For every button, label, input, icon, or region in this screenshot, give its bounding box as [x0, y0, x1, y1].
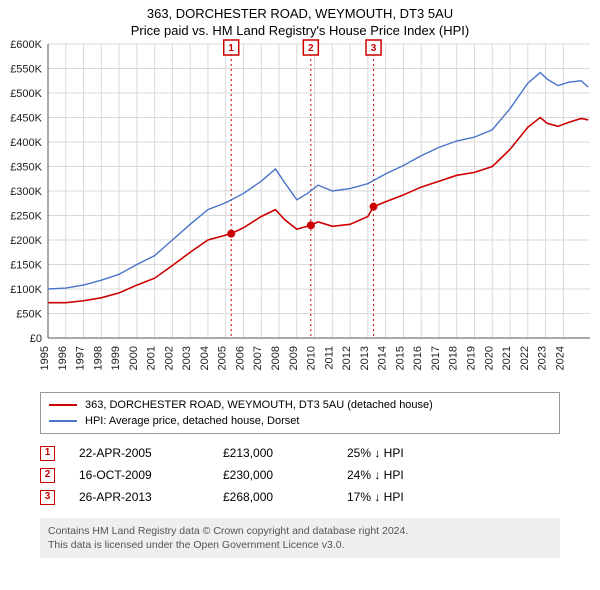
marker-badge-label: 2	[308, 43, 314, 54]
y-tick-label: £200K	[10, 235, 42, 247]
attribution-line-1: Contains HM Land Registry data © Crown c…	[48, 524, 552, 538]
x-tick-label: 2024	[554, 346, 566, 370]
attribution-line-2: This data is licensed under the Open Gov…	[48, 538, 552, 552]
x-tick-label: 1998	[92, 346, 104, 370]
x-tick-label: 1999	[110, 346, 122, 370]
transaction-hpi-diff: 25% ↓ HPI	[347, 442, 404, 464]
y-tick-label: £100K	[10, 284, 42, 296]
chart-container: £0 £50K £100K £150K £200K £250K £300K £350K £400…	[0, 38, 600, 388]
x-tick-label: 2015	[394, 346, 406, 370]
x-tick-label: 2019	[465, 346, 477, 370]
marker-dot	[227, 230, 235, 238]
page-title-address: 363, DORCHESTER ROAD, WEYMOUTH, DT3 5AU	[0, 6, 600, 21]
x-tick-label: 2001	[146, 346, 158, 370]
x-tick-label: 1995	[39, 346, 51, 370]
transactions-list: 1 22-APR-2005 £213,000 25% ↓ HPI 2 16-OCT-200…	[40, 442, 560, 508]
x-tick-label: 2013	[359, 346, 371, 370]
legend-swatch	[49, 420, 77, 422]
x-tick-label: 2012	[341, 346, 353, 370]
y-tick-label: £250K	[10, 211, 42, 223]
legend-swatch	[49, 404, 77, 406]
legend-row: 363, DORCHESTER ROAD, WEYMOUTH, DT3 5AU …	[49, 397, 551, 413]
x-tick-label: 2009	[288, 346, 300, 370]
x-tick-label: 2007	[252, 346, 264, 370]
y-tick-label: £350K	[10, 162, 42, 174]
x-tick-label: 2000	[128, 346, 140, 370]
x-tick-label: 2005	[217, 346, 229, 370]
x-tick-label: 2006	[234, 346, 246, 370]
y-tick-label: £600K	[10, 39, 42, 51]
x-tick-label: 2022	[519, 346, 531, 370]
x-tick-label: 2016	[412, 346, 424, 370]
transaction-price: £268,000	[223, 486, 323, 508]
x-tick-label: 2003	[181, 346, 193, 370]
marker-dot	[370, 203, 378, 211]
transaction-row: 2 16-OCT-2009 £230,000 24% ↓ HPI	[40, 464, 560, 486]
transaction-row: 3 26-APR-2013 £268,000 17% ↓ HPI	[40, 486, 560, 508]
x-tick-label: 2023	[537, 346, 549, 370]
legend-label: HPI: Average price, detached house, Dors…	[85, 413, 299, 429]
y-tick-label: £150K	[10, 260, 42, 272]
x-tick-label: 1996	[57, 346, 69, 370]
x-tick-label: 2010	[306, 346, 318, 370]
marker-badge-label: 1	[228, 43, 234, 54]
y-tick-label: £450K	[10, 113, 42, 125]
y-tick-label: £400K	[10, 137, 42, 149]
x-tick-label: 2002	[163, 346, 175, 370]
transaction-date: 16-OCT-2009	[79, 464, 199, 486]
marker-dot	[307, 221, 315, 229]
x-tick-label: 2020	[483, 346, 495, 370]
line-chart: £0 £50K £100K £150K £200K £250K £300K £350K £400…	[0, 38, 600, 388]
y-tick-label: £50K	[16, 309, 42, 321]
transaction-badge: 1	[40, 446, 55, 461]
transaction-badge: 2	[40, 468, 55, 483]
x-tick-label: 2017	[430, 346, 442, 370]
y-tick-label: £300K	[10, 186, 42, 198]
legend-row: HPI: Average price, detached house, Dors…	[49, 413, 551, 429]
attribution-box: Contains HM Land Registry data © Crown c…	[40, 518, 560, 558]
x-tick-label: 2004	[199, 346, 211, 370]
transaction-hpi-diff: 17% ↓ HPI	[347, 486, 404, 508]
legend-box: 363, DORCHESTER ROAD, WEYMOUTH, DT3 5AU …	[40, 392, 560, 434]
transaction-price: £213,000	[223, 442, 323, 464]
transaction-hpi-diff: 24% ↓ HPI	[347, 464, 404, 486]
marker-badge-label: 3	[371, 43, 377, 54]
page-title-subtitle: Price paid vs. HM Land Registry's House …	[0, 23, 600, 38]
x-tick-label: 1997	[75, 346, 87, 370]
x-tick-label: 2008	[270, 346, 282, 370]
transaction-price: £230,000	[223, 464, 323, 486]
transaction-row: 1 22-APR-2005 £213,000 25% ↓ HPI	[40, 442, 560, 464]
y-tick-label: £0	[30, 333, 42, 345]
x-tick-label: 2014	[377, 346, 389, 370]
transaction-badge: 3	[40, 490, 55, 505]
y-tick-label: £500K	[10, 88, 42, 100]
x-tick-label: 2011	[323, 346, 335, 370]
x-tick-label: 2021	[501, 346, 513, 370]
transaction-date: 22-APR-2005	[79, 442, 199, 464]
y-tick-label: £550K	[10, 64, 42, 76]
x-tick-label: 2018	[448, 346, 460, 370]
transaction-date: 26-APR-2013	[79, 486, 199, 508]
legend-label: 363, DORCHESTER ROAD, WEYMOUTH, DT3 5AU …	[85, 397, 433, 413]
